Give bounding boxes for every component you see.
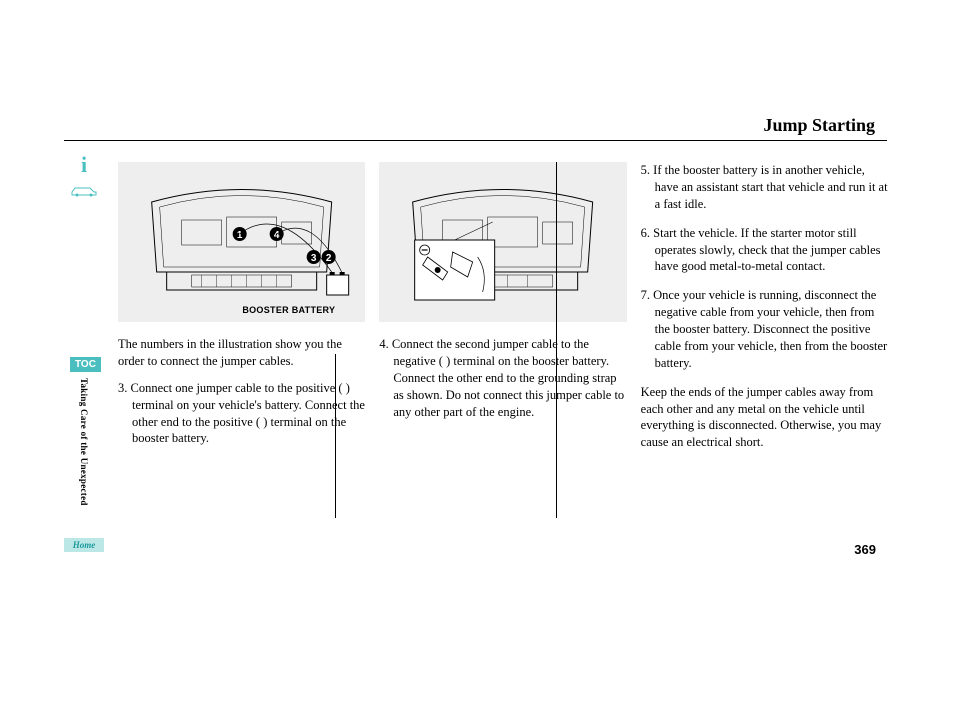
- svg-text:3: 3: [311, 253, 317, 264]
- step-4: 4. Connect the second jumper cable to th…: [379, 336, 626, 420]
- column-1: 1 2 3 4 BOOSTER BATTERY The numbers in t…: [118, 162, 365, 461]
- column-divider-1: [335, 354, 336, 518]
- illustration-right: [379, 162, 626, 322]
- step-5: 5. If the booster battery is in another …: [641, 162, 888, 213]
- illustration-left: 1 2 3 4 BOOSTER BATTERY: [118, 162, 365, 322]
- toc-button[interactable]: TOC: [70, 357, 101, 372]
- step-7: 7. Once your vehicle is running, disconn…: [641, 287, 888, 371]
- section-label: Taking Care of the Unexpected: [79, 378, 89, 506]
- car-icon[interactable]: [70, 183, 98, 197]
- manual-page: Jump Starting: [64, 115, 887, 161]
- column-2: 4. Connect the second jumper cable to th…: [379, 162, 626, 461]
- step-6: 6. Start the vehicle. If the starter mot…: [641, 225, 888, 276]
- page-header: Jump Starting: [64, 115, 887, 141]
- column-3: 5. If the booster battery is in another …: [641, 162, 888, 461]
- column-divider-2: [556, 162, 557, 518]
- engine-bay-diagram-right: [379, 162, 626, 322]
- booster-battery-label: BOOSTER BATTERY: [242, 304, 335, 316]
- content-columns: 1 2 3 4 BOOSTER BATTERY The numbers in t…: [118, 162, 888, 461]
- page-number: 369: [854, 542, 876, 557]
- info-icon[interactable]: i: [76, 155, 92, 177]
- left-sidebar: i: [64, 155, 104, 197]
- intro-text: The numbers in the illustration show you…: [118, 336, 365, 370]
- step-3: 3. Connect one jumper cable to the posit…: [118, 380, 365, 448]
- svg-text:4: 4: [274, 230, 280, 241]
- engine-bay-diagram-left: 1 2 3 4: [118, 162, 365, 322]
- svg-text:1: 1: [237, 230, 243, 241]
- home-button[interactable]: Home: [64, 538, 104, 552]
- page-title: Jump Starting: [763, 115, 875, 135]
- closing-text: Keep the ends of the jumper cables away …: [641, 384, 888, 452]
- svg-text:2: 2: [326, 253, 332, 264]
